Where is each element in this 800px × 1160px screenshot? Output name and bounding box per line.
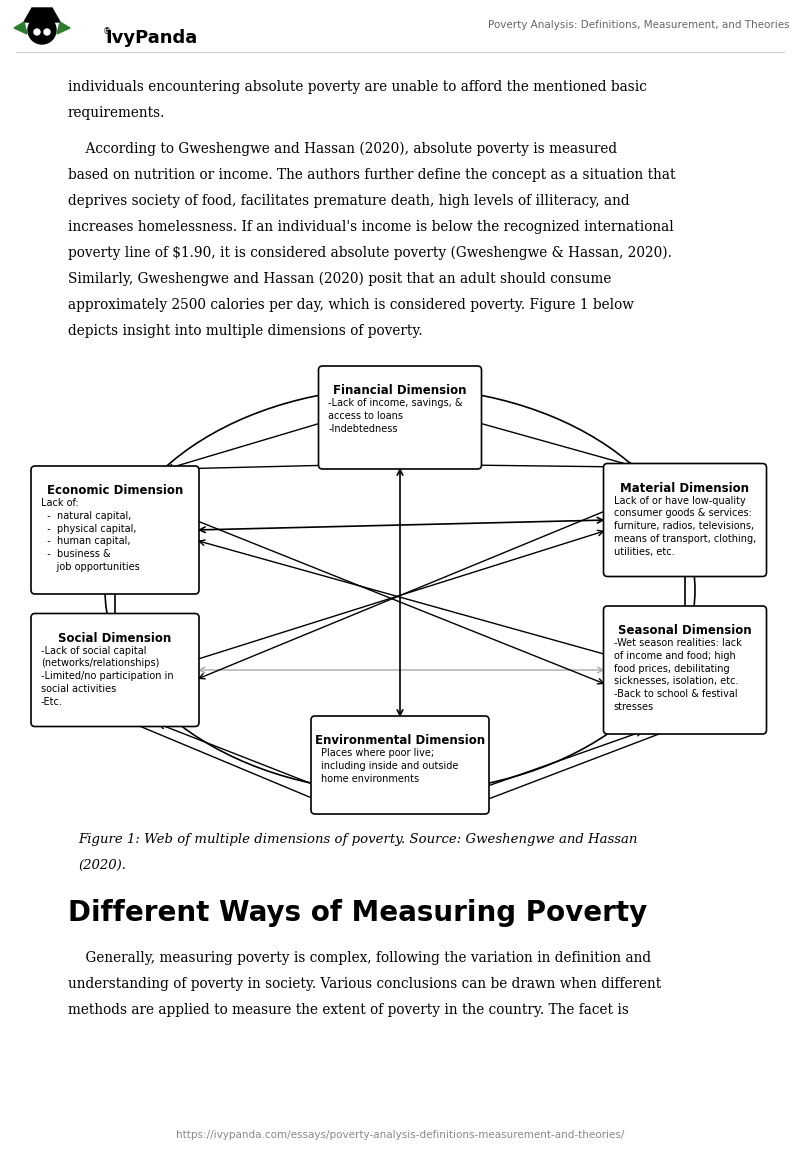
Text: requirements.: requirements. <box>68 106 166 119</box>
Text: IvyPanda: IvyPanda <box>105 29 198 48</box>
Text: Poverty Analysis: Definitions, Measurement, and Theories: Poverty Analysis: Definitions, Measureme… <box>488 20 790 30</box>
FancyBboxPatch shape <box>31 614 199 726</box>
Text: https://ivypanda.com/essays/poverty-analysis-definitions-measurement-and-theorie: https://ivypanda.com/essays/poverty-anal… <box>176 1130 624 1140</box>
Text: ®: ® <box>103 28 111 36</box>
Text: approximately 2500 calories per day, which is considered poverty. Figure 1 below: approximately 2500 calories per day, whi… <box>68 298 634 312</box>
Text: Figure 1: Web of multiple dimensions of poverty. Source: Gweshengwe and Hassan: Figure 1: Web of multiple dimensions of … <box>78 833 638 846</box>
Text: Lack of:
  -  natural capital,
  -  physical capital,
  -  human capital,
  -  b: Lack of: - natural capital, - physical c… <box>41 498 140 572</box>
Text: -Lack of income, savings, &
access to loans
-Indebtedness: -Lack of income, savings, & access to lo… <box>329 398 463 434</box>
Polygon shape <box>14 22 27 34</box>
Text: increases homelessness. If an individual's income is below the recognized intern: increases homelessness. If an individual… <box>68 220 674 234</box>
Text: Environmental Dimension: Environmental Dimension <box>315 734 485 747</box>
Text: methods are applied to measure the extent of poverty in the country. The facet i: methods are applied to measure the exten… <box>68 1003 629 1017</box>
Text: Seasonal Dimension: Seasonal Dimension <box>618 624 752 637</box>
Circle shape <box>44 29 50 35</box>
Text: Economic Dimension: Economic Dimension <box>47 484 183 496</box>
FancyBboxPatch shape <box>603 464 766 577</box>
Text: Material Dimension: Material Dimension <box>621 481 750 494</box>
FancyBboxPatch shape <box>603 606 766 734</box>
FancyBboxPatch shape <box>31 466 199 594</box>
Polygon shape <box>24 8 60 22</box>
Text: poverty line of $1.90, it is considered absolute poverty (Gweshengwe & Hassan, 2: poverty line of $1.90, it is considered … <box>68 246 672 260</box>
Text: Social Dimension: Social Dimension <box>58 631 172 645</box>
FancyBboxPatch shape <box>311 716 489 814</box>
Circle shape <box>28 16 56 44</box>
FancyBboxPatch shape <box>318 367 482 469</box>
Text: Lack of or have low-quality
consumer goods & services:
furniture, radios, televi: Lack of or have low-quality consumer goo… <box>614 495 756 557</box>
Circle shape <box>34 29 40 35</box>
Text: -Wet season realities: lack
of income and food; high
food prices, debilitating
s: -Wet season realities: lack of income an… <box>614 638 742 712</box>
Text: -Lack of social capital
(networks/relationships)
-Limited/no participation in
so: -Lack of social capital (networks/relati… <box>41 645 174 706</box>
Text: individuals encountering absolute poverty are unable to afford the mentioned bas: individuals encountering absolute povert… <box>68 80 647 94</box>
Text: depicts insight into multiple dimensions of poverty.: depicts insight into multiple dimensions… <box>68 324 422 338</box>
Text: Different Ways of Measuring Poverty: Different Ways of Measuring Poverty <box>68 899 647 927</box>
Text: According to Gweshengwe and Hassan (2020), absolute poverty is measured: According to Gweshengwe and Hassan (2020… <box>68 142 617 157</box>
Text: based on nutrition or income. The authors further define the concept as a situat: based on nutrition or income. The author… <box>68 168 675 182</box>
Text: understanding of poverty in society. Various conclusions can be drawn when diffe: understanding of poverty in society. Var… <box>68 977 662 991</box>
Text: (2020).: (2020). <box>78 860 126 872</box>
Text: Financial Dimension: Financial Dimension <box>334 384 466 397</box>
Text: Generally, measuring poverty is complex, following the variation in definition a: Generally, measuring poverty is complex,… <box>68 951 651 965</box>
Polygon shape <box>57 22 70 34</box>
Text: Places where poor live;
including inside and outside
home environments: Places where poor live; including inside… <box>321 748 458 784</box>
Text: Similarly, Gweshengwe and Hassan (2020) posit that an adult should consume: Similarly, Gweshengwe and Hassan (2020) … <box>68 271 611 287</box>
Text: deprives society of food, facilitates premature death, high levels of illiteracy: deprives society of food, facilitates pr… <box>68 194 630 208</box>
